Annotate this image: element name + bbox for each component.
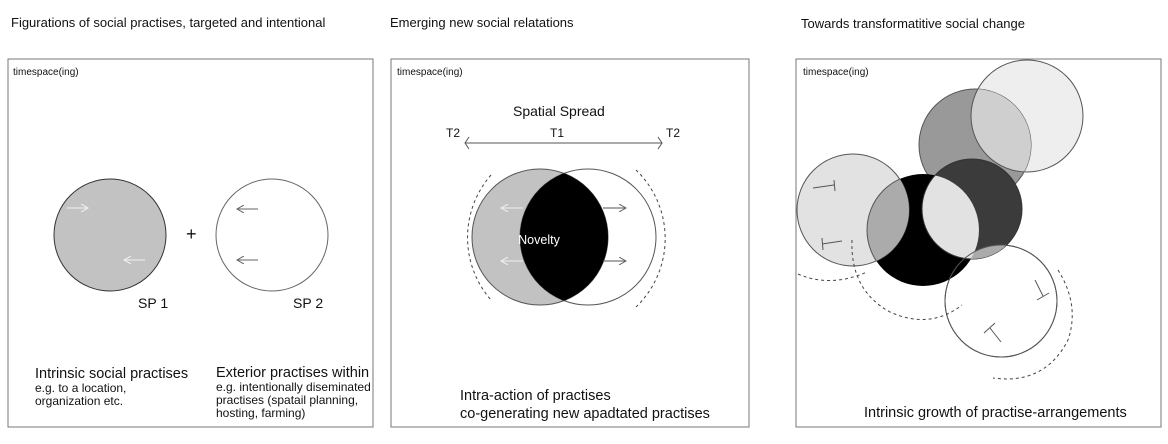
arrow-icon [989, 327, 1002, 343]
arrow-icon [1034, 279, 1044, 297]
panel-figurations: Figurations of social practises, targete… [7, 15, 374, 428]
sp1-label: SP 1 [138, 295, 168, 311]
plus-sign: + [186, 224, 197, 244]
panel-title: Towards transformatitive social change [801, 16, 1025, 31]
novelty-lens [520, 169, 608, 305]
panel-transformative: Towards transformatitive social change t… [795, 16, 1162, 428]
dashed-spread [797, 271, 868, 282]
spread-label: Spatial Spread [513, 103, 605, 119]
frame-label: timespace(ing) [803, 67, 869, 78]
left-line: e.g. to a location, [35, 381, 126, 395]
sp2-label: SP 2 [293, 295, 323, 311]
arrow-head [821, 237, 824, 251]
sp2-circle [215, 178, 329, 292]
dashed-spread [992, 269, 1073, 380]
caption-line: co-generating new apadtated practises [460, 406, 710, 422]
dashed-spread-left [467, 174, 492, 301]
right-line: e.g. intentionally diseminated [216, 380, 371, 394]
t1-label: T1 [550, 126, 564, 140]
right-line: hosting, farming) [216, 406, 305, 420]
arrow-head [1036, 292, 1050, 301]
panel-frame [795, 58, 1162, 428]
arrow-icon [821, 240, 843, 245]
panel-title: Figurations of social practises, targete… [11, 15, 325, 30]
panel-frame [390, 58, 750, 428]
arrow-head [833, 179, 836, 192]
caption-line: Intra-action of practises [460, 388, 611, 404]
practise-circle-bottom-outline [944, 244, 1058, 358]
arrow-head [983, 322, 996, 334]
novelty-label: Novelty [518, 233, 560, 247]
dashed-spread-right [635, 169, 666, 308]
caption: Intrinsic growth of practise-arrangement… [864, 405, 1127, 421]
t2-right-label: T2 [666, 126, 680, 140]
panel-frame [7, 58, 374, 428]
panel-emerging: Emerging new social relatations timespac… [390, 15, 750, 428]
left-line: organization etc. [35, 394, 123, 408]
right-line: practises (spatail planning, [216, 393, 358, 407]
arrow-icon [812, 184, 835, 189]
spread-arrow [464, 136, 663, 150]
dashed-spread [851, 239, 963, 321]
frame-label: timespace(ing) [397, 67, 463, 78]
left-heading: Intrinsic social practises [35, 366, 188, 382]
right-heading: Exterior practises within [216, 365, 369, 381]
t2-left-label: T2 [446, 126, 460, 140]
sp1-circle [53, 178, 167, 292]
panel-title: Emerging new social relatations [390, 15, 574, 30]
frame-label: timespace(ing) [13, 67, 79, 78]
